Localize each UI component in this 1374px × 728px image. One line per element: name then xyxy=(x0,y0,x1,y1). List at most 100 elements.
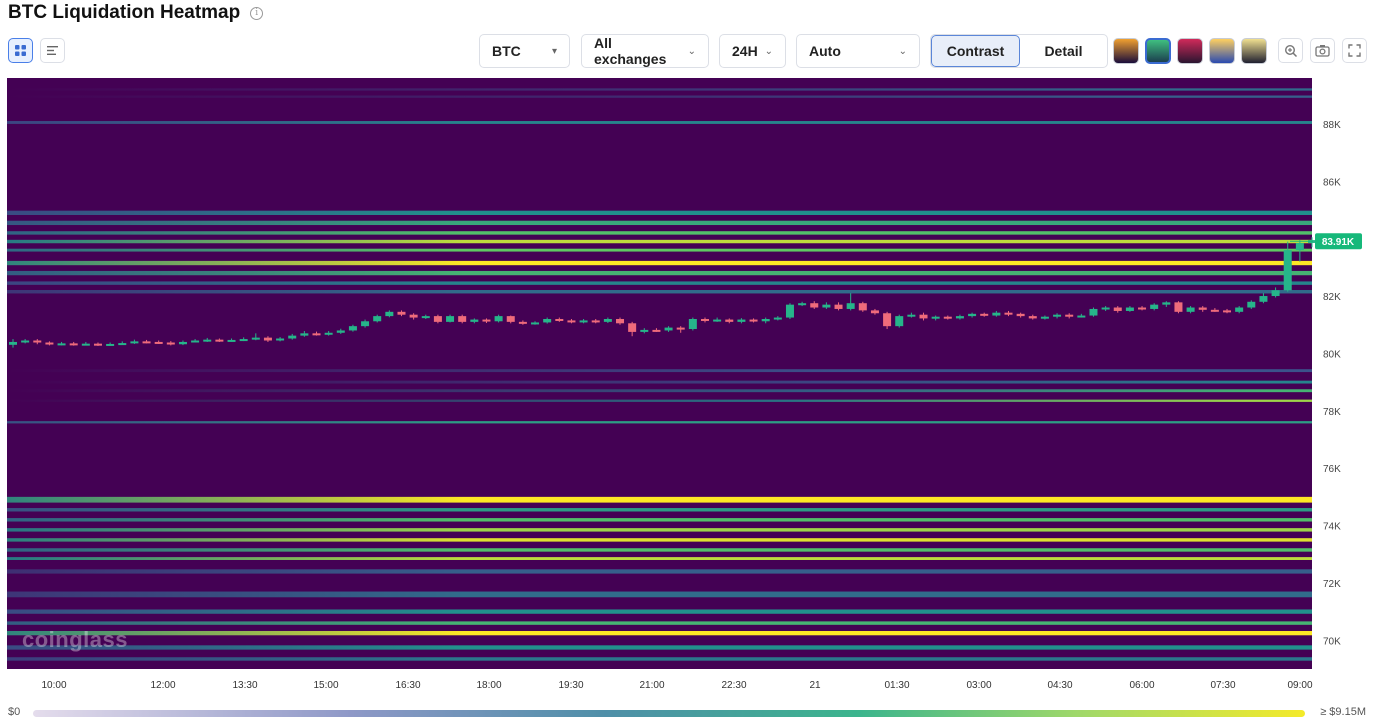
candle-up xyxy=(348,326,357,331)
palette-blue-swatch[interactable] xyxy=(1209,38,1235,64)
candle-up xyxy=(822,304,831,308)
candle-up xyxy=(907,314,916,317)
candle-down xyxy=(1065,314,1074,317)
candle-up xyxy=(9,341,17,345)
candle-down xyxy=(1028,316,1037,319)
candle-up xyxy=(846,303,855,309)
liquidation-band xyxy=(7,260,1312,266)
liquidation-band xyxy=(7,657,1312,661)
candle-up xyxy=(118,343,127,346)
x-tick-label: 10:00 xyxy=(41,680,66,691)
x-tick-label: 18:00 xyxy=(476,680,501,691)
candle-down xyxy=(567,320,576,323)
liquidation-band xyxy=(7,369,1312,373)
candle-up xyxy=(324,332,333,335)
candle-up xyxy=(895,316,904,327)
candle-down xyxy=(810,303,819,308)
zoom-button[interactable] xyxy=(1278,38,1303,63)
candle-up xyxy=(1247,301,1256,308)
color-legend: $0 ≥ $9.15M xyxy=(0,702,1374,724)
candle-down xyxy=(482,319,491,322)
candle-down xyxy=(883,313,892,327)
candle-up xyxy=(130,341,139,344)
palette-viridis-swatch[interactable] xyxy=(1145,38,1171,64)
range-select[interactable]: 24H ⌄ xyxy=(719,34,786,68)
x-tick-label: 22:30 xyxy=(721,680,746,691)
exchange-select[interactable]: All exchanges ⌄ xyxy=(581,34,709,68)
candle-up xyxy=(373,316,382,322)
x-tick-label: 01:30 xyxy=(884,680,909,691)
candle-down xyxy=(154,341,163,344)
list-view-icon xyxy=(47,46,58,55)
liquidation-band xyxy=(7,528,1312,532)
liquidation-band xyxy=(7,630,1312,636)
palette-red-swatch[interactable] xyxy=(1177,38,1203,64)
candle-down xyxy=(93,343,102,346)
candle-up xyxy=(1077,315,1086,318)
watermark-logo: coinglass xyxy=(22,627,128,652)
candle-down xyxy=(700,318,709,321)
candle-down xyxy=(433,316,442,322)
candle-up xyxy=(531,322,540,325)
fullscreen-button[interactable] xyxy=(1342,38,1367,63)
candle-down xyxy=(1016,313,1025,317)
y-tick-label: 88K xyxy=(1323,120,1341,131)
heatmap-svg[interactable]: 88K 86K 82K 80K 78K 76K 74K 72K 70K 10:00 12:00 13:… xyxy=(0,72,1374,700)
chevron-down-icon: ▾ xyxy=(551,45,557,57)
y-tick-label: 72K xyxy=(1323,579,1341,590)
palette-gold-swatch[interactable] xyxy=(1241,38,1267,64)
candle-down xyxy=(263,337,272,341)
scale-select[interactable]: Auto ⌄ xyxy=(796,34,920,68)
toolbar: BTC ▾ All exchanges ⌄ 24H ⌄ Auto ⌄ Contr… xyxy=(0,34,1374,68)
candle-up xyxy=(543,318,552,323)
candle-up xyxy=(385,311,394,317)
x-tick-label: 21:00 xyxy=(639,680,664,691)
liquidation-band xyxy=(7,508,1312,512)
list-view-button[interactable] xyxy=(40,38,65,63)
x-tick-label: 21 xyxy=(809,680,821,691)
candle-up xyxy=(57,343,66,346)
symbol-select[interactable]: BTC ▾ xyxy=(479,34,570,68)
chevron-down-icon: ⌄ xyxy=(687,45,696,57)
page-title: BTC Liquidation Heatmap xyxy=(8,2,241,23)
legend-max-label: ≥ $9.15M xyxy=(1320,706,1366,718)
x-tick-label: 03:00 xyxy=(966,680,991,691)
legend-gradient-bar xyxy=(33,710,1305,717)
candle-up xyxy=(421,316,430,319)
candle-up xyxy=(227,339,236,342)
candle-up xyxy=(798,303,807,306)
candle-up xyxy=(106,343,115,346)
info-icon[interactable]: i xyxy=(250,6,264,20)
candle-down xyxy=(215,339,224,342)
candle-down xyxy=(676,327,685,330)
candle-up xyxy=(1089,308,1098,316)
candle-down xyxy=(1138,307,1147,310)
palette-magma-swatch[interactable] xyxy=(1113,38,1139,64)
mode-toggle: Contrast Detail xyxy=(930,34,1108,68)
x-tick-label: 15:00 xyxy=(313,680,338,691)
contrast-button[interactable]: Contrast xyxy=(931,35,1020,67)
camera-button[interactable] xyxy=(1310,38,1335,63)
candle-down xyxy=(33,340,42,343)
chevron-down-icon: ⌄ xyxy=(764,45,773,57)
candle-up xyxy=(931,316,940,319)
candle-up xyxy=(1150,304,1159,309)
symbol-value: BTC xyxy=(492,43,521,59)
liquidation-band xyxy=(7,496,1312,503)
liquidation-band xyxy=(7,569,1312,574)
liquidation-band xyxy=(7,591,1312,598)
liquidation-band xyxy=(7,88,1312,91)
camera-icon xyxy=(1315,45,1330,57)
y-tick-label: 78K xyxy=(1323,407,1341,418)
x-tick-label: 04:30 xyxy=(1047,680,1072,691)
zoom-icon xyxy=(1284,44,1297,57)
candle-down xyxy=(652,329,661,332)
candle-up xyxy=(992,312,1001,316)
candle-up xyxy=(761,318,770,322)
heatmap-chart[interactable]: 88K 86K 82K 80K 78K 76K 74K 72K 70K 10:00 12:00 13:… xyxy=(0,72,1374,728)
detail-button[interactable]: Detail xyxy=(1044,43,1083,59)
candle-up xyxy=(336,330,345,333)
candle-down xyxy=(312,333,321,336)
candle-up xyxy=(288,335,297,339)
grid-view-button[interactable] xyxy=(8,38,33,63)
